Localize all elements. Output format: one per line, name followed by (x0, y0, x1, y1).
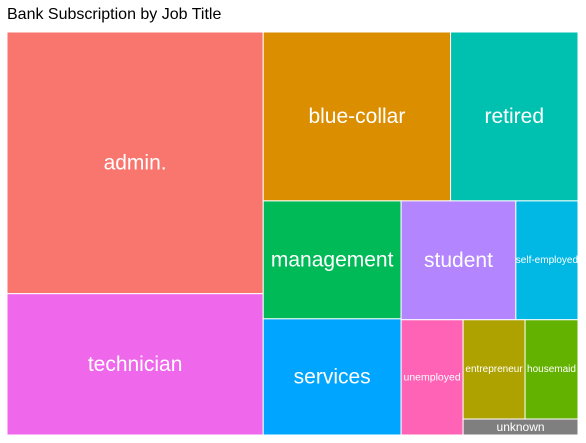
tile-label-management: management (271, 248, 394, 271)
tile-label-entrepreneur: entrepreneur (465, 364, 523, 375)
tile-services: services (262, 318, 402, 436)
tile-label-housemaid: housemaid (527, 364, 576, 375)
tile-rect-unknown (462, 418, 579, 436)
tile-unemployed: unemployed (400, 319, 464, 436)
tile-label-student: student (424, 249, 493, 272)
tile-entrepreneur: entrepreneur (462, 319, 526, 420)
tile-unknown: unknown (462, 418, 579, 436)
tile-rect-retired (450, 31, 579, 202)
tile-rect-services (262, 318, 402, 436)
tile-housemaid: housemaid (524, 319, 579, 420)
tile-rect-self-employed (515, 200, 579, 321)
tile-rect-technician (6, 293, 264, 436)
tile-rect-management (262, 200, 402, 320)
chart-title: Bank Subscription by Job Title (7, 6, 222, 23)
tile-label-blue-collar: blue-collar (308, 105, 405, 128)
tile-management: management (262, 200, 402, 320)
tile-label-admin: admin. (104, 151, 167, 174)
tile-admin: admin. (6, 31, 264, 295)
tile-label-unknown: unknown (497, 420, 545, 434)
tile-blue-collar: blue-collar (262, 31, 452, 202)
tile-technician: technician (6, 293, 264, 436)
tile-retired: retired (450, 31, 579, 202)
tile-label-unemployed: unemployed (403, 371, 460, 383)
tile-label-retired: retired (485, 105, 545, 128)
tile-rect-housemaid (524, 319, 579, 420)
tile-label-technician: technician (88, 353, 183, 376)
tile-student: student (400, 200, 517, 321)
tile-label-services: services (294, 365, 371, 388)
tile-self-employed: self-employed (515, 200, 579, 321)
tile-rect-unemployed (400, 319, 464, 436)
tile-rect-student (400, 200, 517, 321)
tile-label-self-employed: self-employed (516, 255, 578, 266)
